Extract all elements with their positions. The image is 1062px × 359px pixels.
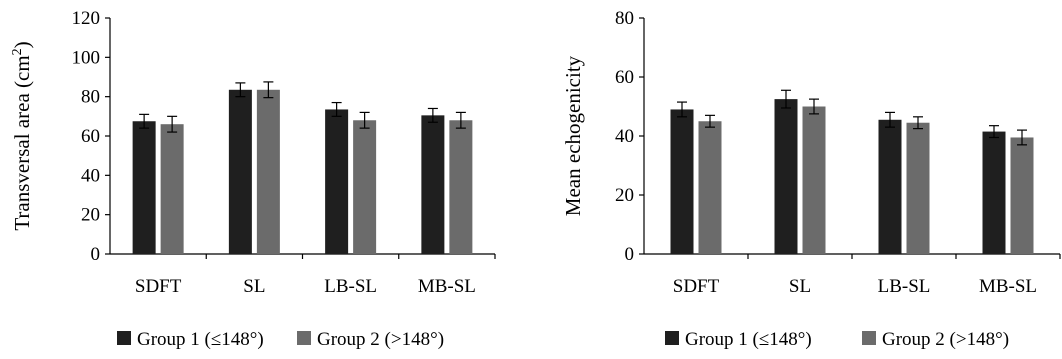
legend-swatch (862, 331, 876, 345)
chart-transversal-area: 0 20 40 60 80 100 120 SDFT SL LB-SL MB-SL Transvers… (10, 8, 496, 350)
legend-label: Group 2 (>148°) (317, 329, 444, 350)
bar (160, 124, 184, 254)
x-tick-label: SDFT (135, 276, 182, 297)
y-tick-label: 120 (72, 8, 101, 29)
bar (353, 120, 377, 255)
bar (802, 106, 826, 254)
bar (256, 89, 280, 255)
y-tick-label: 40 (615, 126, 634, 147)
y-tick-label: 0 (625, 244, 635, 265)
bar (228, 89, 252, 255)
y-tick-label: 100 (72, 47, 101, 68)
x-tick-label: SDFT (673, 276, 720, 297)
y-tick-label: 60 (81, 126, 100, 147)
y-axis-label: Mean echogenicity (561, 55, 585, 216)
bar (421, 115, 445, 254)
legend-swatch (297, 331, 311, 345)
bar (670, 109, 694, 254)
x-tick-label: LB-SL (878, 276, 931, 297)
bar (449, 120, 473, 255)
bar (698, 121, 722, 254)
bar (982, 131, 1006, 254)
bar (878, 119, 902, 255)
x-tick-label: SL (789, 276, 811, 297)
legend-swatch (117, 331, 131, 345)
y-tick-label: 20 (81, 205, 100, 226)
y-tick-label: 20 (615, 185, 634, 206)
chart-mean-echogenicity: 0 20 40 60 80 SDFT SL LB-SL MB-SL Mean echogenici… (561, 8, 1061, 350)
bar (906, 122, 930, 254)
x-tick-label: SL (243, 276, 265, 297)
legend-label: Group 1 (≤148°) (137, 329, 264, 350)
y-tick-label: 0 (91, 244, 101, 265)
bar (1010, 137, 1034, 254)
legend-label: Group 2 (>148°) (882, 329, 1009, 350)
x-tick-label: MB-SL (979, 276, 1037, 297)
legend-label: Group 1 (≤148°) (685, 329, 812, 350)
y-tick-label: 80 (615, 8, 634, 29)
bar (132, 121, 156, 254)
x-tick-label: LB-SL (324, 276, 377, 297)
y-axis-label: Transversal area (cm2) (10, 41, 34, 230)
bar (774, 99, 798, 254)
legend-swatch (665, 331, 679, 345)
bar (325, 109, 349, 254)
y-tick-label: 60 (615, 67, 634, 88)
y-tick-label: 80 (81, 87, 100, 108)
y-tick-label: 40 (81, 165, 100, 186)
x-tick-label: MB-SL (418, 276, 476, 297)
